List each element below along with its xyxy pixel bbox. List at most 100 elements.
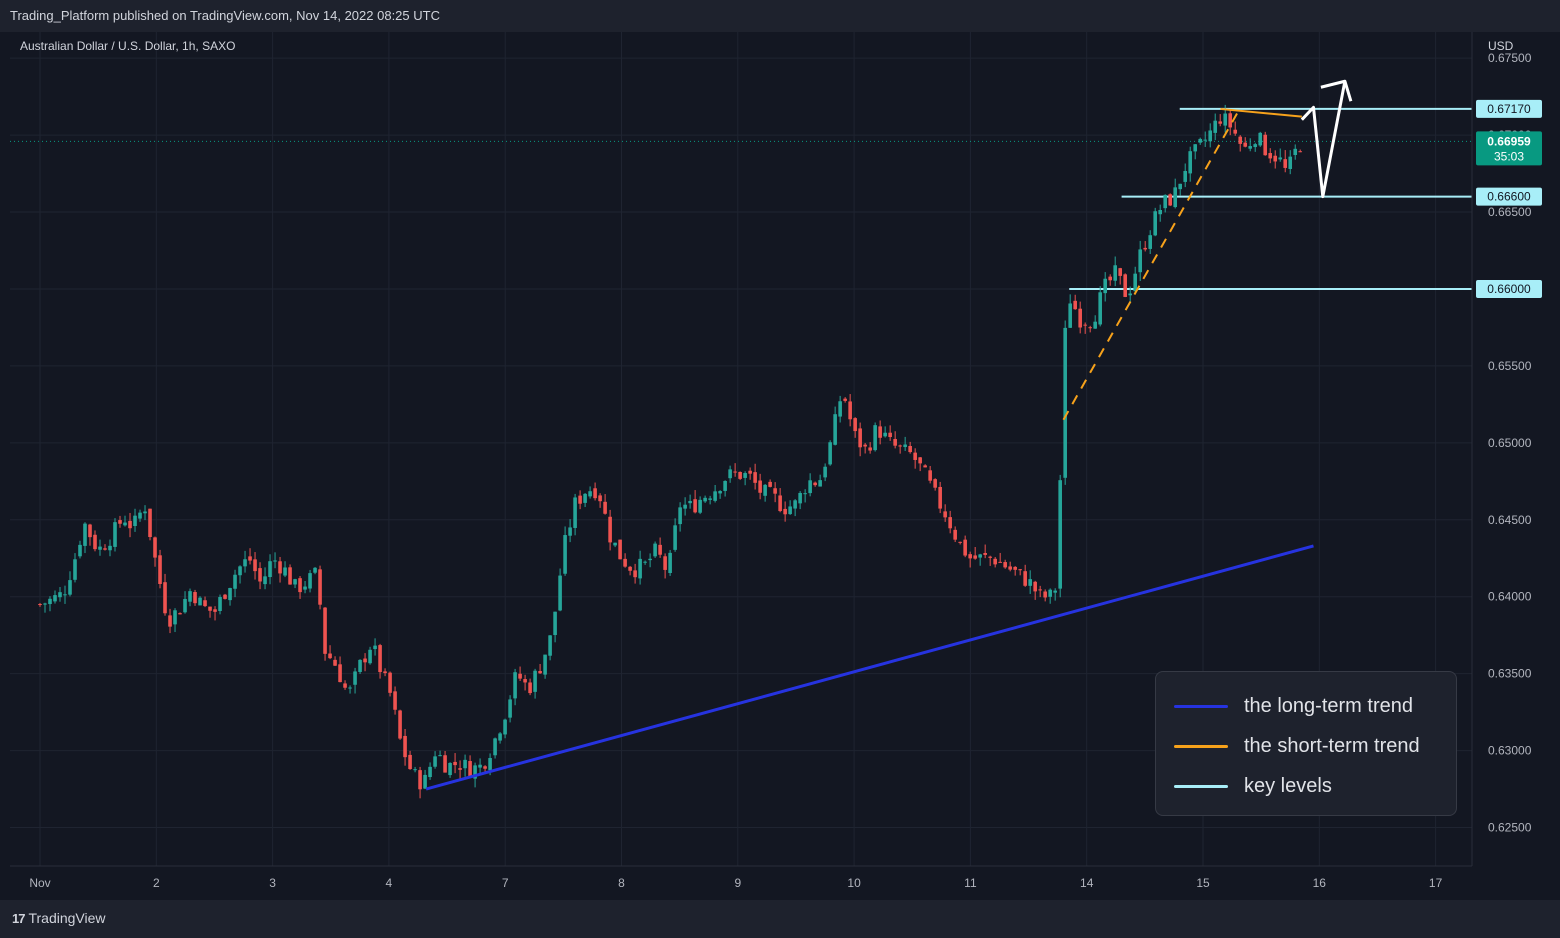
candle-body [83,523,87,546]
long-term-trend-line [425,544,1314,791]
legend-item-key-levels: key levels [1174,766,1438,806]
current-price-tag [1476,131,1542,166]
y-tick-label: 0.65500 [1488,359,1532,373]
candle-body [593,488,597,499]
current-price-label: 0.66959 [1487,134,1531,148]
candle-body [1213,120,1218,133]
candle-body [768,481,772,487]
candle-body [48,598,52,605]
candle-body [1263,134,1268,156]
candle-body [968,554,972,559]
candle-body [253,559,257,572]
candle-body [53,595,57,602]
candle-body [123,522,127,526]
tradingview-brand[interactable]: 17 TradingView [12,910,106,926]
candle-body [243,559,247,567]
x-tick-label: 9 [734,876,741,890]
legend-swatch-key-levels [1174,784,1228,788]
candle-body [548,635,552,656]
candle-body [1118,268,1122,276]
key-level-label: 0.67170 [1487,102,1531,116]
candle-body [153,537,157,558]
candle-body [203,600,207,607]
x-tick-label: 3 [269,876,276,890]
candle-body [703,497,707,502]
legend: the long-term trend the short-term trend… [1155,671,1457,816]
currency-label: USD [1488,39,1514,53]
candle-body [173,610,177,625]
candle-body [148,508,152,538]
candle-body [453,761,457,766]
candle-body [778,495,782,512]
candle-body [503,719,507,735]
candle-body [683,504,687,509]
candle-body [883,432,887,437]
candle-body [298,578,302,593]
candle-body [563,535,567,574]
legend-swatch-short-term [1174,744,1228,748]
candle-body [108,545,112,551]
candle-body [938,486,942,509]
candle-body [523,679,527,683]
candle-body [273,560,277,562]
x-tick-label: 4 [386,876,393,890]
candle-body [558,575,562,611]
x-tick-label: 10 [847,876,861,890]
short-term-trend-solid-line [1220,107,1302,118]
candle-body [268,561,272,578]
candle-body [678,507,682,525]
countdown-label: 35:03 [1494,149,1524,163]
candle-body [853,418,857,432]
candle-body [413,769,417,771]
x-tick-label: 2 [153,876,160,890]
candle-body [288,567,292,585]
candle-body [63,594,67,596]
candle-body [1143,247,1147,250]
candle-body [1273,155,1278,162]
candle-body [58,592,62,598]
candle-body [398,710,402,739]
candle-body [188,591,192,602]
candle-body [743,473,747,478]
candle-body [708,498,712,500]
candle-body [948,517,952,529]
candle-body [283,567,287,576]
candle-body [168,615,172,627]
candle-body [638,558,642,579]
candle-body [583,493,587,503]
candle-body [518,673,522,679]
candle-body [258,568,262,582]
candle-body [893,438,897,446]
candle-body [808,480,812,494]
candle-body [1033,581,1037,592]
candle-body [278,561,282,574]
candle-body [343,683,347,688]
candle-body [138,512,142,519]
candle-body [838,401,842,417]
candle-body [68,580,72,595]
candle-body [868,447,872,451]
candle-body [908,446,912,453]
candle-body [388,672,392,693]
x-tick-label: 16 [1313,876,1327,890]
candle-body [533,670,537,692]
candle-body [1078,308,1082,328]
candle-body [1113,265,1117,281]
legend-swatch-long-term [1174,704,1228,708]
candle-body [668,552,672,573]
candle-body [208,606,212,611]
candle-body [598,495,602,502]
candle-body [158,555,162,584]
candle-body [793,500,797,509]
candle-body [933,479,937,488]
publisher-info: Trading_Platform published on TradingVie… [10,8,440,23]
candle-body [238,566,242,576]
x-tick-label: Nov [29,876,50,890]
candle-body [1168,194,1173,206]
candle-body [463,759,467,769]
candle-body [543,654,547,675]
candle-body [748,470,752,474]
candle-body [1183,170,1188,182]
y-tick-label: 0.62500 [1488,821,1532,835]
y-tick-label: 0.64500 [1488,513,1532,527]
